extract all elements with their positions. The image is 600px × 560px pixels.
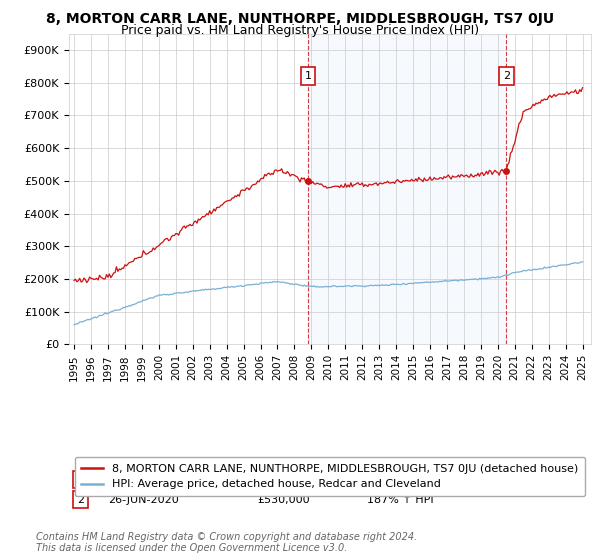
Bar — [308, 34, 506, 344]
Legend: 8, MORTON CARR LANE, NUNTHORPE, MIDDLESBROUGH, TS7 0JU (detached house), HPI: Av: 8, MORTON CARR LANE, NUNTHORPE, MIDDLESB… — [74, 457, 585, 496]
Text: 8, MORTON CARR LANE, NUNTHORPE, MIDDLESBROUGH, TS7 0JU: 8, MORTON CARR LANE, NUNTHORPE, MIDDLESB… — [46, 12, 554, 26]
Text: 1: 1 — [77, 474, 84, 484]
Text: Contains HM Land Registry data © Crown copyright and database right 2024.
This d: Contains HM Land Registry data © Crown c… — [36, 531, 417, 553]
Text: 26-JUN-2020: 26-JUN-2020 — [108, 495, 179, 505]
Text: 2: 2 — [77, 495, 84, 505]
Text: £530,000: £530,000 — [257, 495, 310, 505]
Text: 1: 1 — [304, 71, 311, 81]
Text: 2: 2 — [503, 71, 510, 81]
Text: £500,000: £500,000 — [257, 474, 310, 484]
Text: 169% ↑ HPI: 169% ↑ HPI — [367, 474, 433, 484]
Text: 187% ↑ HPI: 187% ↑ HPI — [367, 495, 433, 505]
Text: Price paid vs. HM Land Registry's House Price Index (HPI): Price paid vs. HM Land Registry's House … — [121, 24, 479, 36]
Text: 17-OCT-2008: 17-OCT-2008 — [108, 474, 181, 484]
